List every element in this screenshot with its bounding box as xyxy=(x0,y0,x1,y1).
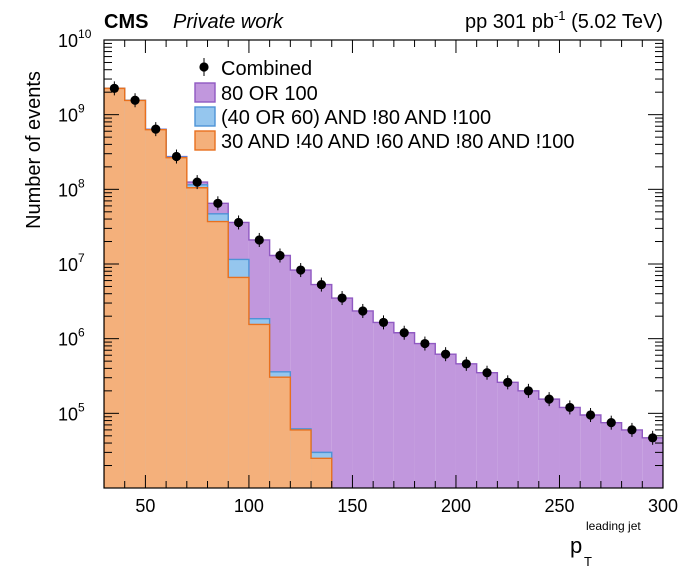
bar-80-or-100 xyxy=(373,322,394,488)
data-point xyxy=(275,250,285,261)
bar-80-or-100 xyxy=(414,343,436,488)
bar-80-or-100 xyxy=(518,390,539,488)
x-tick-label: 250 xyxy=(544,496,574,516)
legend-marker-combined xyxy=(199,62,209,72)
y-tick-label: 105 xyxy=(58,400,85,424)
bar-80-or-100 xyxy=(435,354,456,488)
bar-80-or-100 xyxy=(455,363,477,488)
bar-80-or-100 xyxy=(352,310,374,488)
data-point xyxy=(171,151,182,162)
bar-30-and-40-and-60-and-80-and-100 xyxy=(290,429,312,488)
legend-label-30-and-40-and-60-and-80-and-100: 30 AND !40 AND !60 AND !80 AND !100 xyxy=(221,131,575,153)
experiment-label: CMS xyxy=(104,11,148,33)
bar-80-or-100 xyxy=(393,332,415,488)
data-point xyxy=(254,235,264,245)
bar-80-or-100 xyxy=(497,382,519,488)
bar-30-and-40-and-60-and-80-and-100 xyxy=(228,277,249,488)
bar-80-or-100 xyxy=(580,414,601,488)
x-tick-label: 50 xyxy=(135,496,155,516)
data-point xyxy=(296,265,306,275)
data-point xyxy=(503,377,513,387)
data-point xyxy=(565,402,575,413)
data-point xyxy=(358,306,368,316)
energy-label: (5.02 TeV) xyxy=(571,11,663,33)
legend-label-combined: Combined xyxy=(221,58,312,80)
data-point xyxy=(192,177,202,187)
data-point xyxy=(378,317,389,328)
bar-30-and-40-and-60-and-80-and-100 xyxy=(166,157,187,488)
y-tick-label: 108 xyxy=(58,176,85,200)
x-axis-title-sub: T xyxy=(584,554,592,569)
bar-80-or-100 xyxy=(476,372,498,488)
data-point xyxy=(337,293,347,303)
plot-area xyxy=(104,81,663,488)
bar-30-and-40-and-60-and-80-and-100 xyxy=(145,129,167,488)
legend-swatch-30-and-40-and-60-and-80-and-100 xyxy=(194,130,216,151)
bar-30-and-40-and-60-and-80-and-100 xyxy=(269,377,291,488)
legend-label-40-or-60-and-80-and-100: (40 OR 60) AND !80 AND !100 xyxy=(221,107,491,129)
bar-30-and-40-and-60-and-80-and-100 xyxy=(104,88,125,488)
bar-80-or-100 xyxy=(311,284,332,488)
axes: 50 100 150 200 250 300 105 106 107 108 109 1010 xyxy=(58,27,678,516)
data-point xyxy=(399,328,409,338)
bar-30-and-40-and-60-and-80-and-100 xyxy=(207,221,229,488)
lumi-exponent: -1 xyxy=(554,8,566,23)
data-point xyxy=(523,386,534,396)
data-point xyxy=(233,217,244,228)
x-tick-label: 100 xyxy=(234,496,264,516)
data-point xyxy=(544,394,554,404)
legend-label-80-or-100: 80 OR 100 xyxy=(221,83,318,105)
data-point xyxy=(130,95,140,105)
bar-30-and-40-and-60-and-80-and-100 xyxy=(248,324,270,488)
data-point xyxy=(441,349,451,359)
bar-30-and-40-and-60-and-80-and-100 xyxy=(124,100,146,488)
legend: Combined 80 OR 100(40 OR 60) AND !80 AND … xyxy=(194,58,575,153)
data-point xyxy=(213,198,223,208)
bar-80-or-100 xyxy=(331,298,353,488)
x-axis-title-main: p xyxy=(570,533,582,558)
x-tick-label: 300 xyxy=(648,496,678,516)
data-point xyxy=(461,359,471,369)
data-point xyxy=(109,83,119,93)
y-tick-label: 107 xyxy=(58,251,85,275)
bar-30-and-40-and-60-and-80-and-100 xyxy=(186,187,208,488)
x-axis-title-sup: leading jet xyxy=(586,519,641,533)
data-point xyxy=(648,433,658,443)
data-point xyxy=(316,279,326,290)
data-point xyxy=(606,418,616,428)
y-axis-title: Number of events xyxy=(23,71,45,229)
y-tick-label: 109 xyxy=(58,102,85,126)
data-point xyxy=(585,410,596,420)
x-tick-label: 200 xyxy=(441,496,471,516)
y-tick-label: 1010 xyxy=(58,27,92,51)
bar-80-or-100 xyxy=(642,437,663,488)
legend-swatch-80-or-100 xyxy=(194,82,216,103)
bar-30-and-40-and-60-and-80-and-100 xyxy=(311,458,332,488)
x-tick-label: 150 xyxy=(337,496,367,516)
lumi-prefix: pp 301 pb xyxy=(465,11,554,33)
luminosity-label: pp 301 pb-1 (5.02 TeV) xyxy=(465,8,663,33)
data-point xyxy=(627,425,637,435)
y-tick-label: 106 xyxy=(58,326,85,350)
outline-30-and-40-and-60-and-80-and-100 xyxy=(104,87,333,488)
status-label: Private work xyxy=(173,11,284,33)
bar-80-or-100 xyxy=(600,422,622,488)
bar-80-or-100 xyxy=(559,407,581,488)
data-point xyxy=(151,124,161,134)
legend-swatch-40-or-60-and-80-and-100 xyxy=(194,106,216,127)
bar-80-or-100 xyxy=(621,429,643,488)
data-point xyxy=(482,368,492,378)
data-point xyxy=(420,338,430,349)
x-axis-title: p leading jet T xyxy=(570,519,641,569)
bar-80-or-100 xyxy=(538,399,560,488)
